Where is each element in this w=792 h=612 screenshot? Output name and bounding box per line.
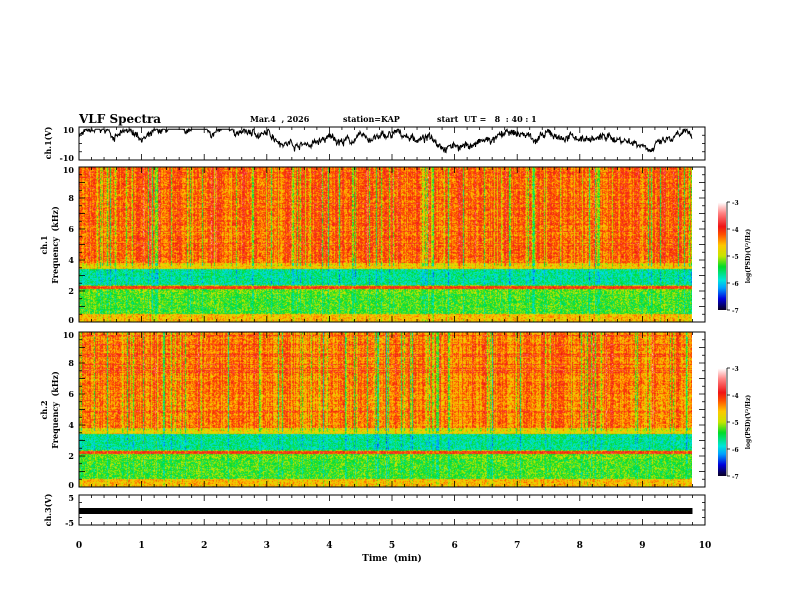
- colorbar-tick-label: -4: [732, 393, 739, 400]
- y-tick-label: -10: [60, 153, 75, 163]
- y-tick-label: 10: [63, 125, 75, 135]
- colorbar-tick-label: -7: [732, 308, 739, 315]
- y-tick-label: 2: [68, 451, 74, 461]
- y-tick-label: 6: [68, 389, 74, 399]
- ch1-spectrogram: [79, 167, 692, 322]
- colorbar-tick-label: -6: [732, 447, 739, 454]
- ch1-ylabel: ch.1(V): [43, 126, 53, 159]
- colorbar-tick-label: -6: [732, 281, 739, 288]
- colorbar-tick-label: -5: [732, 420, 739, 427]
- x-tick-label: 7: [514, 541, 520, 551]
- y-tick-label: 4: [68, 420, 74, 430]
- x-tick-label: 5: [389, 541, 395, 551]
- colorbar-tick-label: -3: [732, 366, 739, 373]
- x-tick-label: 9: [639, 541, 645, 551]
- panel-frame-2: [78, 331, 706, 488]
- x-tick-label: 4: [326, 541, 332, 551]
- x-tick-label: 6: [451, 541, 457, 551]
- y-tick-label: 2: [68, 286, 74, 296]
- ch1-waveform-line: [78, 127, 693, 154]
- station-label: station=KAP: [343, 114, 400, 124]
- x-tick-label: 0: [76, 541, 82, 551]
- y-tick-label: 8: [68, 193, 74, 203]
- y-tick-label: 5: [68, 493, 74, 503]
- ch2-spectrogram: [79, 332, 692, 487]
- ch2-spec-label: ch.2: [39, 400, 49, 419]
- x-tick-label: 2: [201, 541, 207, 551]
- colorbar-tick-label: -4: [732, 227, 739, 234]
- ch1-spec-ylabel: Frequency (kHz): [50, 206, 60, 284]
- y-tick-label: 10: [63, 330, 75, 340]
- ch3-waveform-line: [79, 508, 693, 514]
- ch2-spec-ylabel: Frequency (kHz): [50, 371, 60, 449]
- x-tick-label: 1: [138, 541, 144, 551]
- y-tick-label: 0: [68, 315, 74, 325]
- y-tick-label: 10: [63, 165, 75, 175]
- panel-frame-1: [78, 166, 706, 323]
- y-tick-label: 4: [68, 255, 74, 265]
- colorbar-tick-label: -5: [732, 254, 739, 261]
- start-time-label: start UT = 8 : 40 : 1: [437, 114, 537, 124]
- ch1-spec-label: ch.1: [39, 235, 49, 254]
- y-tick-label: 8: [68, 358, 74, 368]
- colorbar-ch1-label: log(PSD)(V²/Hz): [745, 229, 752, 284]
- x-axis-label: Time (min): [362, 553, 422, 564]
- colorbar-tick-label: -3: [732, 200, 739, 207]
- y-tick-label: -5: [65, 518, 74, 528]
- x-tick-label: 3: [264, 541, 270, 551]
- ch3-ylabel: ch.3(V): [43, 493, 53, 526]
- date-label: Mar.4 , 2026: [250, 114, 310, 124]
- colorbar-tick-label: -7: [732, 474, 739, 481]
- colorbar-ch2-label: log(PSD)(V²/Hz): [745, 395, 752, 450]
- y-tick-label: 6: [68, 224, 74, 234]
- x-tick-label: 8: [577, 541, 583, 551]
- figure-title: VLF Spectra: [78, 112, 161, 126]
- colorbar-ch1: [718, 202, 726, 310]
- colorbar-ch2: [718, 368, 726, 476]
- y-tick-label: 0: [68, 480, 74, 490]
- x-tick-label: 10: [699, 541, 712, 551]
